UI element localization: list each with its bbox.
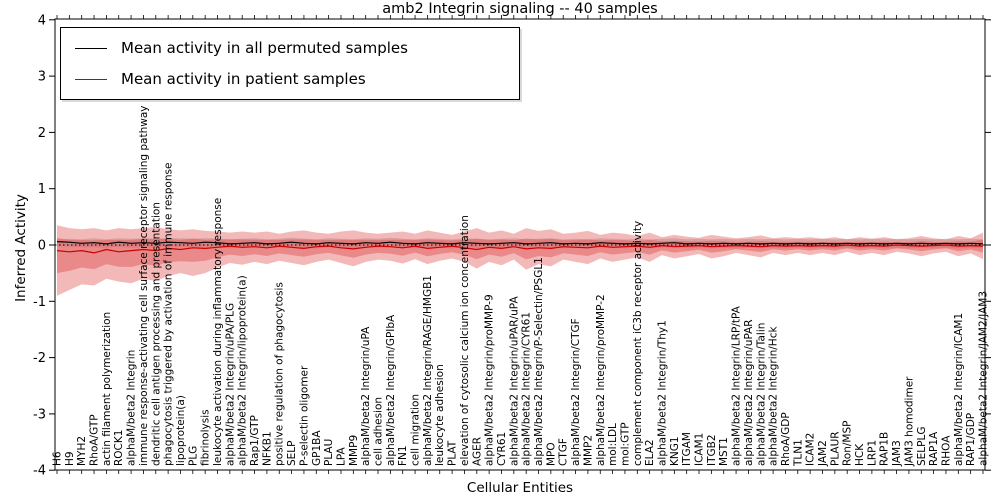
category-label: alphaM/beta2 Integrin/CYR61 bbox=[521, 312, 533, 466]
y-tick-label: 0 bbox=[38, 239, 46, 254]
category-label: complement component iC3b receptor activ… bbox=[632, 221, 644, 466]
x-axis-label: Cellular Entities bbox=[466, 480, 574, 496]
category-label: ELA2 bbox=[644, 439, 656, 466]
category-label: alphaM/beta2 Integrin/proMMP-2 bbox=[595, 294, 607, 466]
category-label: RAP1A bbox=[928, 431, 940, 466]
category-label: JAM3 bbox=[891, 440, 903, 467]
category-label: LRP1 bbox=[866, 440, 878, 466]
legend-label-patient: Mean activity in patient samples bbox=[121, 70, 366, 88]
category-label: PLAUR bbox=[829, 431, 841, 466]
category-label: mol:GTP bbox=[619, 422, 631, 466]
category-label: alphaM/beta2 Integrin/Hck bbox=[768, 326, 780, 466]
category-label: alphaM/beta2 Integrin/lipoprotein(a) bbox=[237, 275, 249, 466]
category-label: H9 bbox=[64, 451, 76, 466]
category-label: cell adhesion bbox=[373, 397, 385, 466]
category-label: MPO bbox=[545, 442, 557, 466]
category-label: LPA bbox=[335, 446, 347, 466]
category-label: alphaM/beta2 Integrin/JAM2/JAM3 bbox=[978, 291, 990, 466]
category-label: alphaM/beta2 Integrin/Thy1 bbox=[656, 320, 668, 466]
category-label: phagocytosis triggered by activation of … bbox=[163, 163, 175, 466]
category-label: Rap1/GTP bbox=[249, 415, 261, 466]
category-label: alphaM/beta2 Integrin/GPIbA bbox=[385, 314, 397, 466]
legend: Mean activity in all permuted samples Me… bbox=[60, 27, 520, 100]
patient-line-swatch-icon bbox=[75, 78, 107, 80]
category-label: ICAM1 bbox=[694, 433, 706, 466]
category-label: MMP2 bbox=[582, 435, 594, 466]
category-label: Ron/MSP bbox=[842, 421, 854, 467]
category-label: MMP9 bbox=[348, 435, 360, 466]
category-label: immune response-activating cell surface … bbox=[138, 106, 150, 466]
category-label: ITGAM bbox=[681, 432, 693, 466]
y-tick-label: -4 bbox=[33, 464, 46, 479]
category-label: alphaM/beta2 Integrin/uPA/PLG bbox=[224, 303, 236, 466]
category-label: ITGB2 bbox=[706, 434, 718, 466]
category-label: H6 bbox=[52, 451, 64, 466]
category-label: dendritic cell antigen processing and pr… bbox=[150, 202, 162, 466]
category-label: FN1 bbox=[397, 445, 409, 466]
category-label: ICAM2 bbox=[805, 433, 817, 466]
category-label: cell migration bbox=[410, 394, 422, 466]
category-label: positive regulation of phagocytosis bbox=[274, 282, 286, 466]
category-label: TLN1 bbox=[792, 439, 804, 467]
category-label: RHOA bbox=[940, 435, 952, 466]
category-label: RhoA/GTP bbox=[89, 414, 101, 466]
category-label: alphaM/beta2 Integrin/Talin bbox=[755, 323, 767, 466]
y-tick-label: -1 bbox=[33, 295, 46, 310]
category-label: alphaM/beta2 Integrin/uPAR bbox=[743, 319, 755, 466]
category-label: CYR61 bbox=[496, 432, 508, 466]
category-label: AGER bbox=[471, 437, 483, 466]
category-label: P-selectin oligomer bbox=[298, 365, 310, 466]
category-label: alphaM/beta2 Integrin/CTGF bbox=[570, 318, 582, 466]
category-label: SELPLG bbox=[916, 427, 928, 466]
category-label: alphaM/beta2 Integrin/P-Selectin/PSGL1 bbox=[533, 257, 545, 466]
category-label: lipoprotein(a) bbox=[175, 395, 187, 466]
category-label: alphaM/beta2 Integrin/uPAR/uPA bbox=[508, 296, 520, 466]
category-label: alphaM/beta2 Integrin/uPA bbox=[360, 326, 372, 466]
category-label: MYH2 bbox=[76, 436, 88, 466]
category-label: alphaM/beta2 Integrin/RAGE/HMGB1 bbox=[422, 275, 434, 466]
legend-entry-patient: Mean activity in patient samples bbox=[75, 70, 505, 88]
category-label: SELP bbox=[286, 441, 298, 466]
y-tick-label: 4 bbox=[38, 13, 46, 28]
category-label: RAP1B bbox=[879, 432, 891, 466]
category-label: GP1BA bbox=[311, 430, 323, 466]
category-label: KNG1 bbox=[669, 436, 681, 466]
permuted-mean-line bbox=[56, 241, 984, 245]
category-label: PLAT bbox=[447, 440, 459, 466]
legend-label-permuted: Mean activity in all permuted samples bbox=[121, 39, 408, 57]
y-axis-label: Inferred Activity bbox=[13, 194, 29, 302]
category-label: alphaM/beta2 Integrin/proMMP-9 bbox=[484, 294, 496, 466]
category-label: fibrinolysis bbox=[200, 409, 212, 466]
category-label: RAP1/GDP bbox=[965, 413, 977, 466]
category-label: leukocyte activation during inflammatory… bbox=[212, 198, 224, 466]
permuted-line-swatch-icon bbox=[75, 47, 107, 49]
y-tick-label: -3 bbox=[33, 407, 46, 422]
category-label: MST1 bbox=[718, 437, 730, 466]
category-label: NFKB1 bbox=[261, 431, 273, 466]
category-label: CTGF bbox=[558, 438, 570, 466]
category-label: mol:LDL bbox=[607, 423, 619, 466]
category-label: alphaM/beta2 Integrin/ICAM1 bbox=[953, 313, 965, 466]
category-label: actin filament polymerization bbox=[101, 312, 113, 466]
category-label: elevation of cytosolic calcium ion conce… bbox=[459, 215, 471, 466]
category-label: HCK bbox=[854, 443, 866, 466]
category-label: leukocyte adhesion bbox=[434, 364, 446, 466]
category-label: JAM2 bbox=[817, 440, 829, 467]
category-label: RhoA/GDP bbox=[780, 412, 792, 466]
patient-mean-line bbox=[56, 244, 984, 254]
y-tick-label: 3 bbox=[38, 70, 46, 85]
category-label: alphaM/beta2 Integrin bbox=[126, 350, 138, 466]
category-label: PLG bbox=[187, 446, 199, 466]
y-tick-label: -2 bbox=[33, 351, 46, 366]
y-tick-label: 1 bbox=[38, 182, 46, 197]
category-label: ROCK1 bbox=[113, 430, 125, 466]
y-tick-label: 2 bbox=[38, 126, 46, 141]
category-label: PLAU bbox=[323, 439, 335, 466]
legend-entry-permuted: Mean activity in all permuted samples bbox=[75, 39, 505, 57]
category-label: alphaM/beta2 Integrin/LRP/tPA bbox=[731, 305, 743, 466]
category-label: JAM3 homodimer bbox=[903, 376, 915, 467]
chart-title: amb2 Integrin signaling -- 40 samples bbox=[382, 1, 658, 17]
